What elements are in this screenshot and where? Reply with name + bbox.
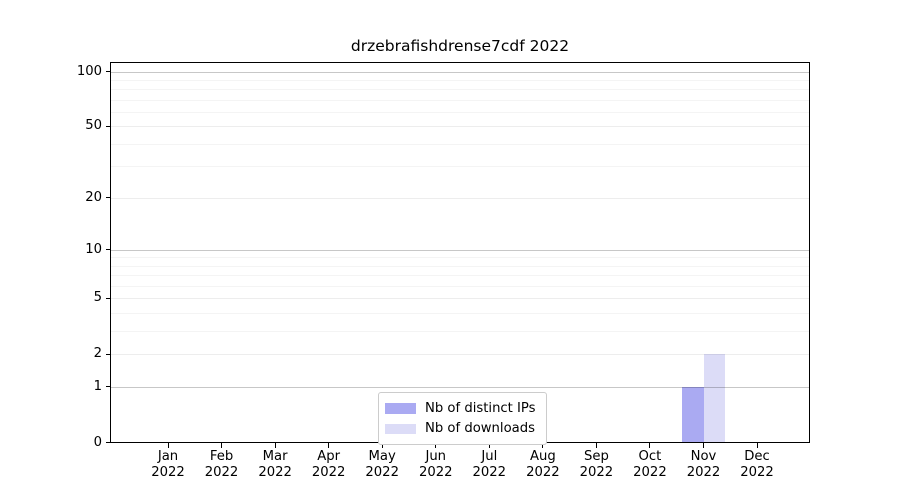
chart-title: drzebrafishdrense7cdf 2022 (350, 37, 570, 55)
x-tick-label: Jul 2022 (454, 449, 524, 480)
x-tick-mark (167, 443, 169, 448)
y-tick-label: 100 (76, 63, 102, 79)
x-tick-mark (274, 443, 276, 448)
x-tick-label-line: 2022 (311, 464, 346, 480)
y-tick-label: 10 (85, 241, 102, 257)
x-tick-label: Feb 2022 (187, 449, 257, 480)
x-tick-label: Jan 2022 (133, 449, 203, 480)
x-tick-label: Dec 2022 (722, 449, 792, 480)
x-tick-mark (703, 443, 704, 448)
x-tick-label: Oct 2022 (615, 449, 685, 480)
x-tick-label-line: 2022 (633, 464, 667, 480)
x-tick-label-line: 2022 (472, 464, 507, 480)
x-tick-label-line: Sep (583, 449, 609, 464)
x-tick-label: Aug 2022 (508, 449, 578, 480)
x-tick-label-line: Jul (481, 449, 498, 464)
y-tick-label: 5 (93, 290, 102, 306)
x-tick-label-line: Nov (690, 449, 717, 464)
y-tick-label: 50 (85, 118, 102, 134)
x-tick-label-line: 2022 (579, 464, 614, 480)
x-tick-label: Jun 2022 (401, 449, 471, 480)
legend-item-distinct-ips: Nb of distinct IPs (385, 398, 536, 419)
y-tick-label: 20 (85, 189, 102, 205)
x-tick-label: Mar 2022 (240, 449, 310, 480)
x-tick-label-line: May (368, 449, 396, 464)
x-tick-label: May 2022 (347, 449, 417, 480)
legend-label: Nb of downloads (425, 421, 535, 437)
x-tick-label-line: Mar (262, 449, 288, 464)
distinct-ips-swatch-icon (385, 403, 416, 414)
plot-frame (110, 62, 810, 443)
x-tick-label-line: Jun (425, 449, 447, 464)
x-tick-label-line: 2022 (686, 464, 721, 480)
x-tick-label-line: Apr (317, 449, 341, 464)
legend-item-downloads: Nb of downloads (385, 419, 536, 440)
y-tick-label: 2 (93, 346, 102, 362)
x-tick-label-line: 2022 (418, 464, 453, 480)
x-tick-label-line: Aug (529, 449, 556, 464)
x-tick-label: Nov 2022 (669, 449, 739, 480)
legend: Nb of distinct IPs Nb of downloads (378, 392, 547, 445)
x-tick-label: Sep 2022 (561, 449, 631, 480)
x-tick-label-line: Dec (744, 449, 770, 464)
y-tick-label: 1 (93, 378, 102, 394)
x-tick-label-line: 2022 (204, 464, 239, 480)
x-tick-mark (649, 443, 651, 448)
y-tick-label: 0 (93, 434, 102, 450)
x-tick-label-line: 2022 (740, 464, 774, 480)
legend-label: Nb of distinct IPs (425, 400, 536, 416)
x-tick-label-line: 2022 (258, 464, 292, 480)
x-tick-label-line: 2022 (365, 464, 399, 480)
x-tick-label-line: 2022 (151, 464, 185, 480)
x-tick-mark (595, 443, 597, 448)
x-tick-label-line: Oct (638, 449, 662, 464)
x-tick-label-line: Jan (157, 449, 179, 464)
x-tick-label: Apr 2022 (294, 449, 364, 480)
x-tick-label-line: Feb (209, 449, 234, 464)
downloads-swatch-icon (385, 423, 416, 434)
x-tick-mark (221, 443, 223, 448)
x-tick-mark (328, 443, 330, 448)
x-tick-label-line: 2022 (526, 464, 560, 480)
x-tick-mark (756, 443, 758, 448)
